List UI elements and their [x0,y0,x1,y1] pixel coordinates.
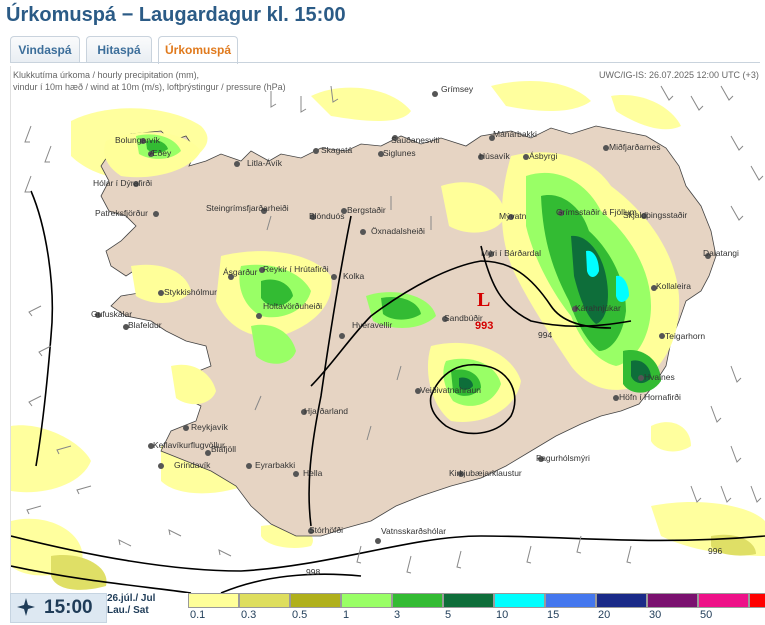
place-label: Stykkishólmur [164,287,217,297]
legend-level-label: 10 [496,609,509,621]
legend-level-label: 0.3 [241,609,257,621]
station-markers [95,91,711,544]
place-label: Miðfjarðarnes [609,142,661,152]
tab-urkomuspa[interactable]: Úrkomuspá [158,36,238,64]
place-label: Húsavík [479,151,510,161]
legend-swatch [188,593,239,608]
place-label: Hólar í Dýrafirði [93,178,152,188]
low-pressure-symbol: L [477,289,490,311]
legend-level-label: 5 [445,609,452,621]
tab-vindaspa[interactable]: Vindaspá [10,36,80,62]
place-label: Sauðanesviti [391,135,440,145]
place-label: Reykjavík [191,422,229,432]
place-label: Stórhöfði [309,525,343,535]
legend-level-label: 50 [700,609,713,621]
place-label: Skjaldþingsstaðir [623,210,687,220]
legend-swatch [647,593,698,608]
place-label: Skagatá [321,145,352,155]
date-line-2: Lau./ Sat [107,605,149,616]
place-label: Mýri í Bárðardal [481,248,541,258]
legend-level-label: 15 [547,609,560,621]
legend-swatch [290,593,341,608]
legend-swatch [239,593,290,608]
place-label: Fagurhólsmýri [536,453,590,463]
place-label: Dalatangi [703,248,739,258]
page-title: Úrkomuspá − Laugardagur kl. 15:00 [6,4,346,26]
legend-swatch [443,593,494,608]
legend-swatch [545,593,596,608]
low-pressure-value: 993 [475,320,493,332]
place-label: Æðey [149,148,172,158]
place-label: Kárahnjúkar [575,303,621,313]
map-header-left-1: Klukkutíma úrkoma / hourly precipitation… [13,70,199,80]
date-line-1: 26.júl./ Jul [107,593,156,604]
place-label: Kollaleira [656,281,691,291]
place-label: Steingrímsfjarðarheiði [206,203,289,213]
place-label: Blönduós [309,211,344,221]
isobar-label-998: 998 [306,567,320,577]
place-label: Hella [303,468,323,478]
map-header-left-2: vindur í 10m hæð / wind at 10m (m/s), lo… [13,82,286,92]
tab-hitaspa[interactable]: Hitaspá [86,36,152,62]
place-label: Eyrarbakki [255,460,295,470]
place-label: Öxnadalsheiði [371,226,425,236]
legend-level-label: 30 [649,609,662,621]
star-clock-icon [17,598,35,616]
legend-swatch [596,593,647,608]
place-label: Kirkjubæjarklaustur [449,468,522,478]
legend-swatch [392,593,443,608]
place-label: Mánárbakki [493,129,537,139]
place-label: Hvalnes [644,372,675,382]
legend-level-label: 20 [598,609,611,621]
place-label: Bolungarvík [115,135,161,145]
footer-bar: 15:00 26.júl./ Jul Lau./ Sat 0.1 0.3 0.5 1 3… [10,593,765,625]
place-label: Bláfjöll [211,444,236,454]
place-label: Mývatn [499,211,527,221]
place-label: Teigarhorn [665,331,705,341]
legend-level-label: 3 [394,609,401,621]
place-label: Litla-Ávík [247,158,283,168]
forecast-map[interactable]: Klukkutíma úrkoma / hourly precipitation… [10,66,765,593]
place-label: Hjarðarland [304,406,348,416]
time-box[interactable]: 15:00 [10,593,107,623]
forecast-date: 26.júl./ Jul Lau./ Sat [107,593,155,617]
place-label: Gufuskálar [91,309,132,319]
forecast-time: 15:00 [44,597,93,618]
legend-swatch [749,593,765,608]
isobar-lines [11,190,765,593]
place-label: Holtavörðuheiði [263,301,322,311]
place-label: Grímsstaðir á Fjöllum [556,207,637,217]
map-header-right: UWC/IG-IS: 26.07.2025 12:00 UTC (+3) [599,70,759,80]
place-label: Patreksfjörður [95,208,148,218]
legend-level-label: 1 [343,609,350,621]
isobar-label-996: 996 [708,546,722,556]
station-labels: Grímsey Sauðanesviti Mánárbakki Húsavík … [91,84,739,536]
place-label: Höfn í Hornafirði [619,392,681,402]
place-label: Siglunes [383,148,416,158]
place-label: Keflavíkurflugvöllur [153,440,225,450]
legend-swatch [698,593,749,608]
legend-level-label: 0.5 [292,609,308,621]
place-label: Sandbúðir [444,313,483,323]
wind-barbs [24,85,764,574]
place-label: Blafeldur [128,320,162,330]
place-label: Hveravellir [352,320,392,330]
place-label: Reykir í Hrútafirði [263,264,329,274]
place-label: Kolka [343,271,365,281]
isobar-label-994: 994 [538,330,552,340]
place-label: Ásbyrgi [529,151,557,161]
place-label: Ásgarður [223,267,258,277]
place-label: Grindavík [174,460,211,470]
place-label: Grímsey [441,84,474,94]
legend-swatch [341,593,392,608]
place-label: Vatnsskarðshólar [381,526,446,536]
tab-underline [10,62,760,63]
place-label: Bergstaðir [347,205,386,215]
legend-level-label: 0.1 [190,609,206,621]
legend-swatch [494,593,545,608]
place-label: Veiðivatnahraun [420,385,481,395]
